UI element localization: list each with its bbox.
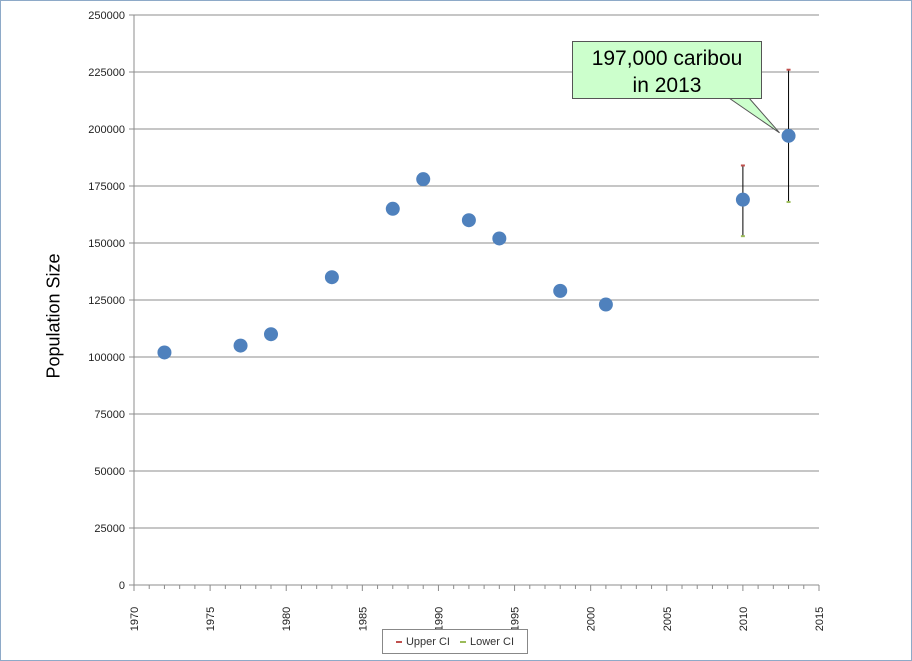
x-tick-label-2005: 2005 [662,607,674,631]
y-tick-label-0: 0 [119,580,125,592]
y-tick-label-75000: 75000 [94,409,125,421]
y-tick-label-25000: 25000 [94,523,125,535]
data-point-1992 [461,213,476,228]
data-point-2001 [598,297,613,312]
y-tick-label-150000: 150000 [88,238,125,250]
data-point-1994 [492,231,507,246]
callout-line-2: in 2013 [632,74,702,97]
legend: Upper CI Lower CI [382,629,528,654]
data-point-2010 [735,192,750,207]
y-tick-label-175000: 175000 [88,181,125,193]
legend-swatch-upper-ci [395,640,402,643]
y-tick-label-250000: 250000 [88,10,125,22]
legend-swatch-lower-ci [460,640,466,643]
data-point-2013 [781,128,796,143]
y-tick-label-225000: 225000 [88,67,125,79]
data-point-1987 [385,201,400,216]
legend-item-lower-ci: Lower CI [460,636,514,648]
y-tick-label-125000: 125000 [88,295,125,307]
y-tick-label-200000: 200000 [88,124,125,136]
y-axis-title-wrap: Population Size [41,201,67,431]
legend-label-upper-ci: Upper CI [405,635,450,648]
legend-item-upper-ci: Upper CI [395,635,450,648]
data-point-1983 [324,270,339,285]
y-axis-title: Population Size [43,253,64,379]
x-tick-label-2010: 2010 [738,607,750,631]
callout-annotation: 197,000 caribou in 2013 [572,41,762,99]
data-point-1977 [233,338,248,353]
y-tick-label-100000: 100000 [88,352,125,364]
callout-line-1: 197,000 caribou [591,47,743,70]
data-point-1972 [157,345,172,360]
y-tick-label-50000: 50000 [94,466,125,478]
x-tick-label-1995: 1995 [510,607,522,631]
x-tick-label-1985: 1985 [357,607,369,631]
callout-pointer [727,97,780,134]
data-point-1979 [264,327,278,342]
x-tick-label-1980: 1980 [281,607,293,631]
data-point-1989 [416,172,431,187]
x-tick-label-2015: 2015 [814,607,826,631]
x-tick-label-1990: 1990 [433,607,445,631]
x-tick-label-2000: 2000 [586,607,598,631]
x-tick-label-1975: 1975 [205,607,217,631]
legend-label-lower-ci: Lower CI [470,635,515,648]
data-point-1998 [553,283,568,298]
x-tick-label-1970: 1970 [129,607,141,631]
